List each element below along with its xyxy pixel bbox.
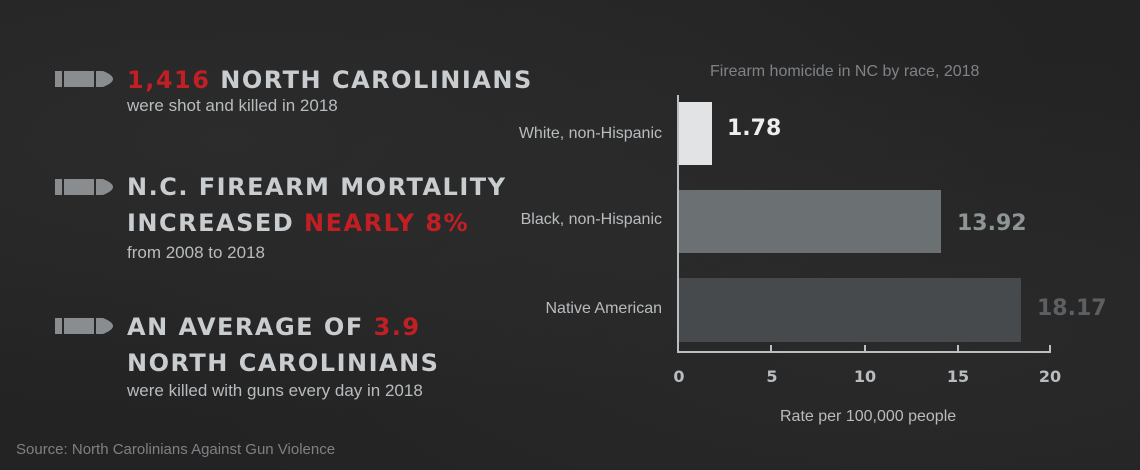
bar-value-black: 13.92	[957, 211, 1027, 236]
stat-headline-line1: AN AVERAGE OF 3.9	[127, 313, 421, 341]
stat-headline-line2: INCREASED NEARLY 8%	[127, 209, 470, 237]
x-tick-label: 10	[853, 367, 877, 386]
bullet-icon	[55, 71, 113, 87]
x-axis-line	[677, 351, 1051, 353]
x-tick-label: 15	[946, 367, 970, 386]
x-tick-label: 20	[1038, 367, 1062, 386]
x-tick	[864, 345, 866, 352]
stat-headline-line1: N.C. FIREARM MORTALITY	[127, 173, 507, 201]
bullet-icon	[55, 179, 113, 195]
stat-headline: 1,416 NORTH CAROLINIANS	[127, 66, 533, 94]
category-label-black: Black, non-Hispanic	[520, 211, 662, 228]
stat-subtext: were shot and killed in 2018	[127, 96, 338, 115]
stat-highlight-percent: NEARLY 8%	[304, 209, 470, 237]
bar-native	[679, 278, 1021, 342]
bar-value-white: 1.78	[727, 116, 782, 141]
stat-subtext: were killed with guns every day in 2018	[127, 381, 423, 400]
bar-value-native: 18.17	[1037, 296, 1107, 321]
x-tick	[1049, 345, 1051, 352]
y-axis-line	[677, 95, 679, 353]
x-tick	[770, 345, 772, 352]
stat-headline-line2: NORTH CAROLINIANS	[127, 349, 440, 377]
source-credit: Source: North Carolinians Against Gun Vi…	[16, 441, 336, 458]
bar-white	[679, 102, 712, 165]
stat-highlight-number: 1,416	[127, 66, 211, 94]
x-axis-label: Rate per 100,000 people	[780, 408, 957, 425]
x-tick-label: 0	[673, 367, 685, 386]
stat-subtext: from 2008 to 2018	[127, 243, 265, 262]
bullet-icon	[55, 318, 113, 334]
x-tick	[957, 345, 959, 352]
category-label-native: Native American	[545, 300, 663, 317]
x-tick-label: 5	[766, 367, 778, 386]
category-label-white: White, non-Hispanic	[518, 125, 662, 142]
bar-black	[679, 190, 941, 253]
stat-highlight-number: 3.9	[373, 313, 421, 341]
chart-title: Firearm homicide in NC by race, 2018	[710, 63, 980, 80]
